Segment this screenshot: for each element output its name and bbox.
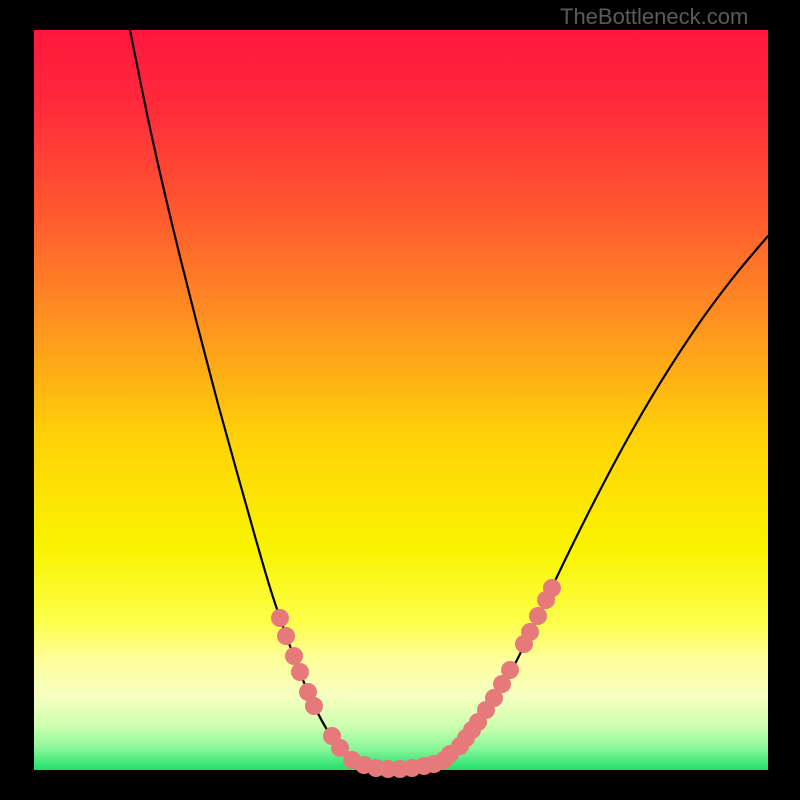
- curve-marker: [291, 663, 309, 681]
- curve-marker: [285, 647, 303, 665]
- curve-marker: [277, 627, 295, 645]
- curve-marker: [529, 607, 547, 625]
- curve-marker: [305, 697, 323, 715]
- curve-marker: [271, 609, 289, 627]
- curve-marker: [501, 661, 519, 679]
- chart-svg: [0, 0, 800, 800]
- curve-marker: [543, 579, 561, 597]
- chart-root: TheBottleneck.com: [0, 0, 800, 800]
- bottleneck-curve: [130, 30, 768, 769]
- curve-marker: [521, 623, 539, 641]
- curve-markers: [271, 579, 561, 778]
